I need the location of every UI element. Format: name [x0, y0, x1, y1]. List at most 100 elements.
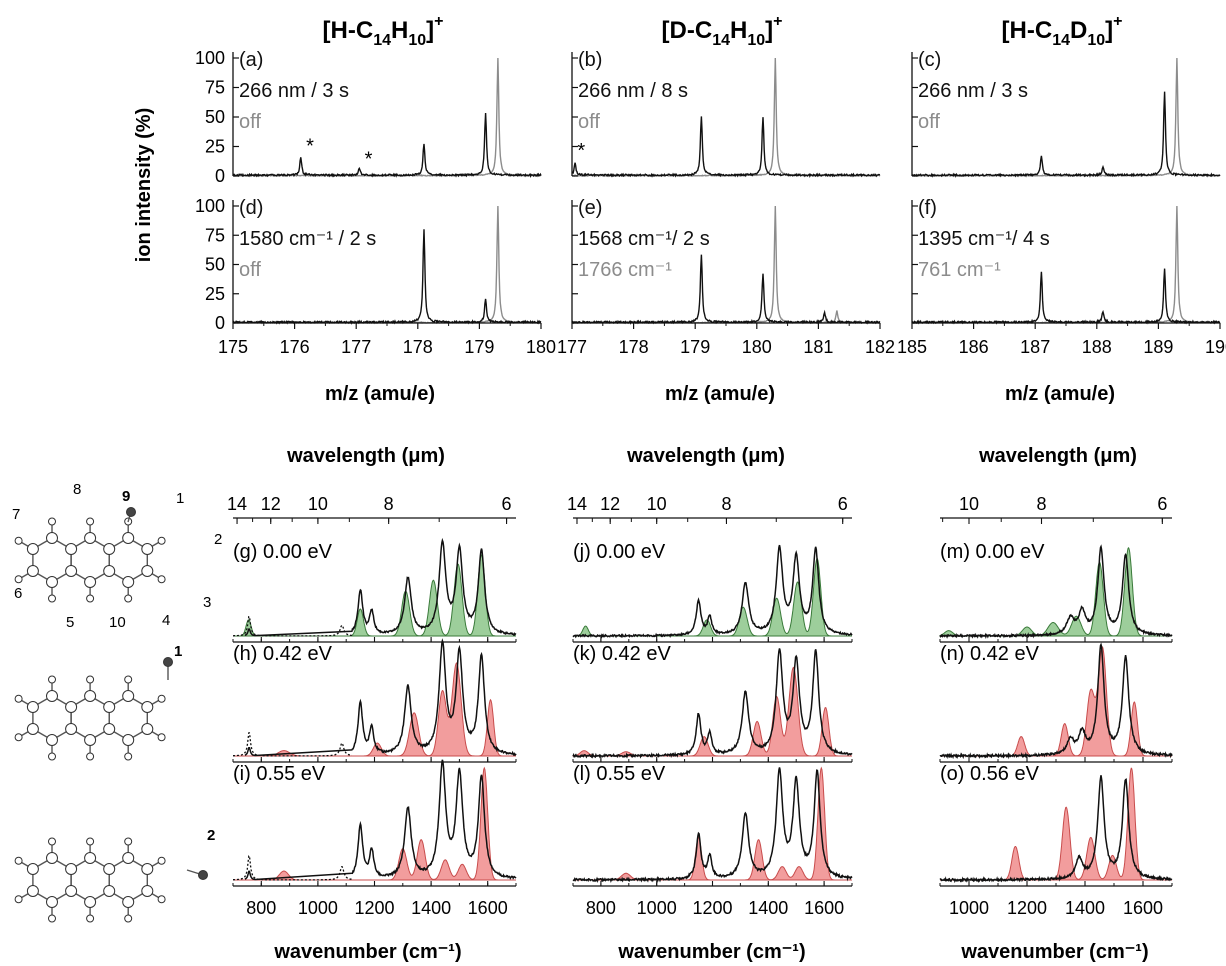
y-tick-label-a: 100: [195, 48, 225, 68]
wavelength-tick-label-g: 8: [384, 494, 394, 514]
hydrogen-atom: [86, 914, 95, 923]
hydrogen-atom: [86, 517, 95, 526]
wavenumber-title-1: wavenumber (cm⁻¹): [617, 941, 805, 963]
series-black-b: [571, 116, 881, 178]
carbon-atom: [141, 565, 154, 577]
series-gray-a: [233, 57, 542, 178]
hydrogen-atom: [124, 594, 133, 603]
wavelength-tick-label-j: 14: [567, 494, 587, 514]
panel-label-c-0: (c): [918, 49, 941, 71]
wavelength-tick-label-g: 6: [502, 494, 512, 514]
series-gray-c: [912, 57, 1221, 178]
hydrogen-atom: [48, 517, 56, 526]
x-tick-label-d: 178: [403, 337, 433, 357]
x-axis-title-0: m/z (amu/e): [325, 383, 435, 405]
theory-area-g: [233, 553, 516, 637]
carbon-atom: [103, 723, 116, 735]
panel-label-f-2: 761 cm⁻¹: [918, 259, 1001, 281]
x-tick-label-o: 1600: [1123, 898, 1163, 918]
panel-label-g: (g) 0.00 eV: [233, 541, 333, 563]
wavelength-tick-label-m: 6: [1157, 494, 1167, 514]
panel-m: 10 8 6 (m) 0.00 eV: [939, 494, 1173, 643]
atom-number-bottom: 2: [207, 827, 215, 844]
column-title-2: [H-C14D10]+: [1002, 13, 1123, 49]
carbon-atom: [122, 690, 135, 702]
carbon-atom: [122, 576, 135, 588]
annotation-b: *: [577, 140, 585, 162]
wavelength-tick-label-j: 12: [600, 494, 620, 514]
x-tick-label-f: 188: [1082, 337, 1112, 357]
panel-n: (n) 0.42 eV: [939, 642, 1173, 763]
protonation-h-atom: [163, 657, 173, 667]
experiment-line-k: [572, 648, 853, 759]
carbon-atom: [122, 896, 135, 908]
wavelength-title-2: wavelength (μm): [978, 445, 1137, 467]
panel-label-k: (k) 0.42 eV: [573, 643, 671, 665]
wavelength-tick-label-j: 6: [838, 494, 848, 514]
carbon-atom: [65, 543, 78, 555]
carbon-atom: [26, 701, 39, 713]
hydrogen-atom: [86, 594, 95, 603]
x-tick-label-o: 1400: [1065, 898, 1105, 918]
series-black-e: [571, 254, 881, 325]
x-tick-label-f: 185: [897, 337, 927, 357]
panel-label-d-0: (d): [239, 197, 263, 219]
hydrogen-atom: [14, 694, 23, 703]
experiment-dotted-h: [233, 732, 353, 757]
hydrogen-atom: [48, 914, 56, 923]
column-title-0: [H-C14H10]+: [323, 13, 444, 49]
wavenumber-title-2: wavenumber (cm⁻¹): [960, 941, 1148, 963]
carbon-atom: [84, 576, 97, 588]
wavelength-tick-label-g: 14: [227, 494, 247, 514]
carbon-atom: [141, 885, 154, 897]
y-tick-label-a: 0: [215, 166, 225, 186]
hydrogen-atom: [48, 837, 56, 846]
hydrogen-atom: [14, 733, 23, 742]
panel-label-i: (i) 0.55 eV: [233, 763, 326, 785]
x-tick-label-l: 1200: [692, 898, 732, 918]
atom-number-6: 6: [14, 585, 22, 602]
carbon-atom: [84, 852, 97, 864]
hydrogen-atom: [14, 856, 23, 865]
panel-label-c-2: off: [918, 111, 940, 133]
series-black-f: [911, 268, 1221, 325]
x-tick-label-l: 1600: [804, 898, 844, 918]
x-tick-label-f: 187: [1020, 337, 1050, 357]
wavelength-tick-label-m: 10: [959, 494, 979, 514]
carbon-atom: [46, 576, 58, 588]
panel-h: (h) 0.42 eV: [232, 638, 517, 763]
panel-label-n: (n) 0.42 eV: [940, 643, 1040, 665]
experiment-line-i: [244, 759, 517, 881]
x-tick-label-i: 800: [246, 898, 276, 918]
panel-label-h: (h) 0.42 eV: [233, 643, 333, 665]
hydrogen-atom: [48, 594, 56, 603]
carbon-atom: [65, 863, 78, 875]
y-tick-label-d: 25: [205, 284, 225, 304]
x-tick-label-e: 178: [619, 337, 649, 357]
hydrogen-atom: [14, 575, 23, 584]
series-gray-b: [572, 57, 881, 178]
panel-o: 1000 1200 1400 1600 (o) 0.56 eV: [939, 763, 1173, 918]
carbon-atom: [141, 543, 154, 555]
series-black-c: [911, 91, 1221, 178]
hydrogen-atom: [124, 914, 133, 923]
panel-label-a-1: 266 nm / 3 s: [239, 80, 349, 102]
hydrogen-atom: [157, 536, 166, 545]
carbon-atom: [65, 885, 78, 897]
panel-label-a-2: off: [239, 111, 261, 133]
annotation-a: *: [365, 148, 373, 170]
atom-number-2: 2: [214, 531, 222, 548]
panel-i: 800 1000 1200 1400 1600 (i) 0.55 eV: [232, 759, 517, 918]
x-tick-label-o: 1000: [949, 898, 989, 918]
hydrogen-atom: [86, 675, 95, 684]
panel-label-b-0: (b): [578, 49, 602, 71]
panel-label-o: (o) 0.56 eV: [940, 763, 1040, 785]
hydrogen-atom: [48, 675, 56, 684]
y-tick-label-a: 50: [205, 107, 225, 127]
hydrogen-atom: [157, 856, 166, 865]
x-tick-label-i: 1400: [411, 898, 451, 918]
series-black-d: [232, 229, 542, 325]
carbon-atom: [103, 885, 116, 897]
